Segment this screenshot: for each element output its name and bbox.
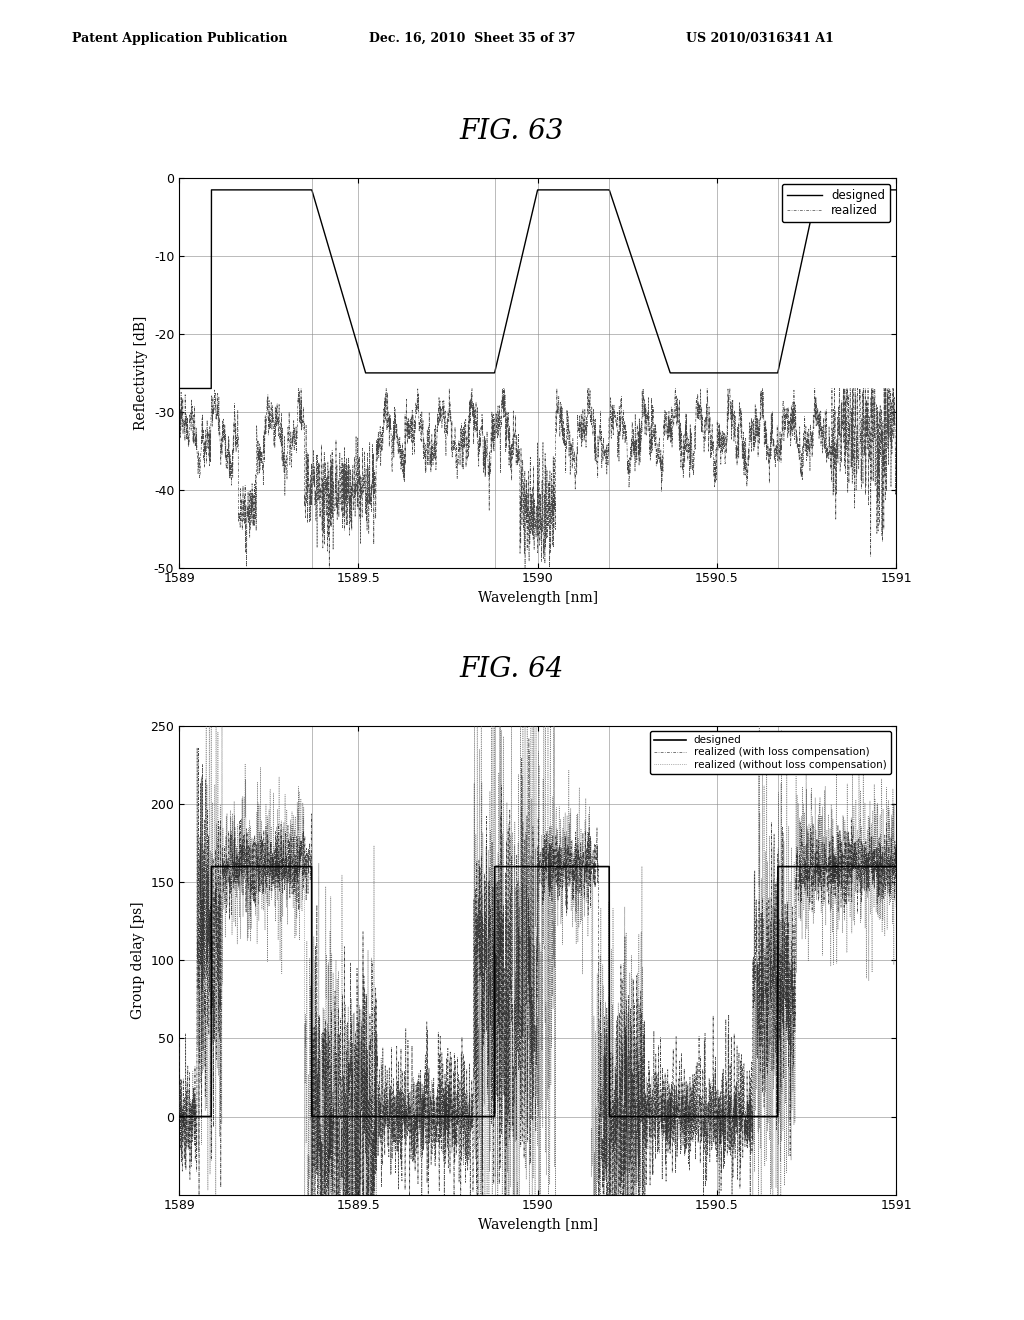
realized (without loss compensation) [877,879,889,895]
designed [255,182,267,198]
realized (without loss compensation) [799,858,811,874]
realized (without loss compensation) [479,1012,492,1028]
designed [890,859,902,875]
Line: realized (without loss compensation): realized (without loss compensation) [179,536,896,1320]
designed [890,182,902,198]
realized (with loss compensation) [173,1105,185,1121]
Line: designed: designed [179,867,896,1117]
Legend: designed, realized (with loss compensation), realized (without loss compensation: designed, realized (with loss compensati… [650,731,891,774]
realized [298,413,310,429]
realized (with loss compensation) [449,1045,461,1061]
realized (with loss compensation) [348,1316,360,1320]
realized [449,441,461,457]
realized (without loss compensation) [173,1111,185,1127]
realized (with loss compensation) [522,731,535,747]
designed [479,366,492,381]
Line: designed: designed [179,190,896,388]
realized (without loss compensation) [475,528,487,544]
realized [479,467,492,483]
designed [876,859,888,875]
realized [324,560,336,576]
Text: US 2010/0316341 A1: US 2010/0316341 A1 [686,32,834,45]
designed [799,859,811,875]
realized (with loss compensation) [255,834,267,850]
realized (without loss compensation) [890,900,902,916]
designed [206,859,218,875]
realized [293,380,305,396]
realized [173,425,185,441]
realized (with loss compensation) [877,843,889,859]
realized [890,440,902,455]
Text: FIG. 63: FIG. 63 [460,117,564,145]
Line: realized (with loss compensation): realized (with loss compensation) [179,739,896,1320]
designed [449,366,461,381]
designed [799,239,811,255]
designed [255,859,267,875]
Text: Dec. 16, 2010  Sheet 35 of 37: Dec. 16, 2010 Sheet 35 of 37 [369,32,575,45]
realized [877,462,889,478]
realized (with loss compensation) [890,832,902,847]
realized (without loss compensation) [255,837,267,853]
designed [876,182,888,198]
Text: FIG. 64: FIG. 64 [460,656,564,684]
X-axis label: Wavelength [nm]: Wavelength [nm] [477,1218,598,1232]
Text: Patent Application Publication: Patent Application Publication [72,32,287,45]
Line: realized: realized [179,388,896,568]
realized (with loss compensation) [799,869,811,884]
realized (with loss compensation) [297,824,309,840]
realized (with loss compensation) [479,912,492,928]
X-axis label: Wavelength [nm]: Wavelength [nm] [477,591,598,605]
realized (without loss compensation) [297,865,309,880]
designed [173,380,185,396]
realized (without loss compensation) [447,1106,460,1122]
Y-axis label: Reflectivity [dB]: Reflectivity [dB] [134,315,148,430]
realized [799,444,811,459]
Y-axis label: Group delay [ps]: Group delay [ps] [131,902,145,1019]
designed [173,1109,185,1125]
designed [479,1109,492,1125]
designed [298,182,310,198]
designed [449,1109,461,1125]
realized [255,455,267,471]
designed [298,859,310,875]
designed [206,182,218,198]
Legend: designed, realized: designed, realized [781,183,890,222]
